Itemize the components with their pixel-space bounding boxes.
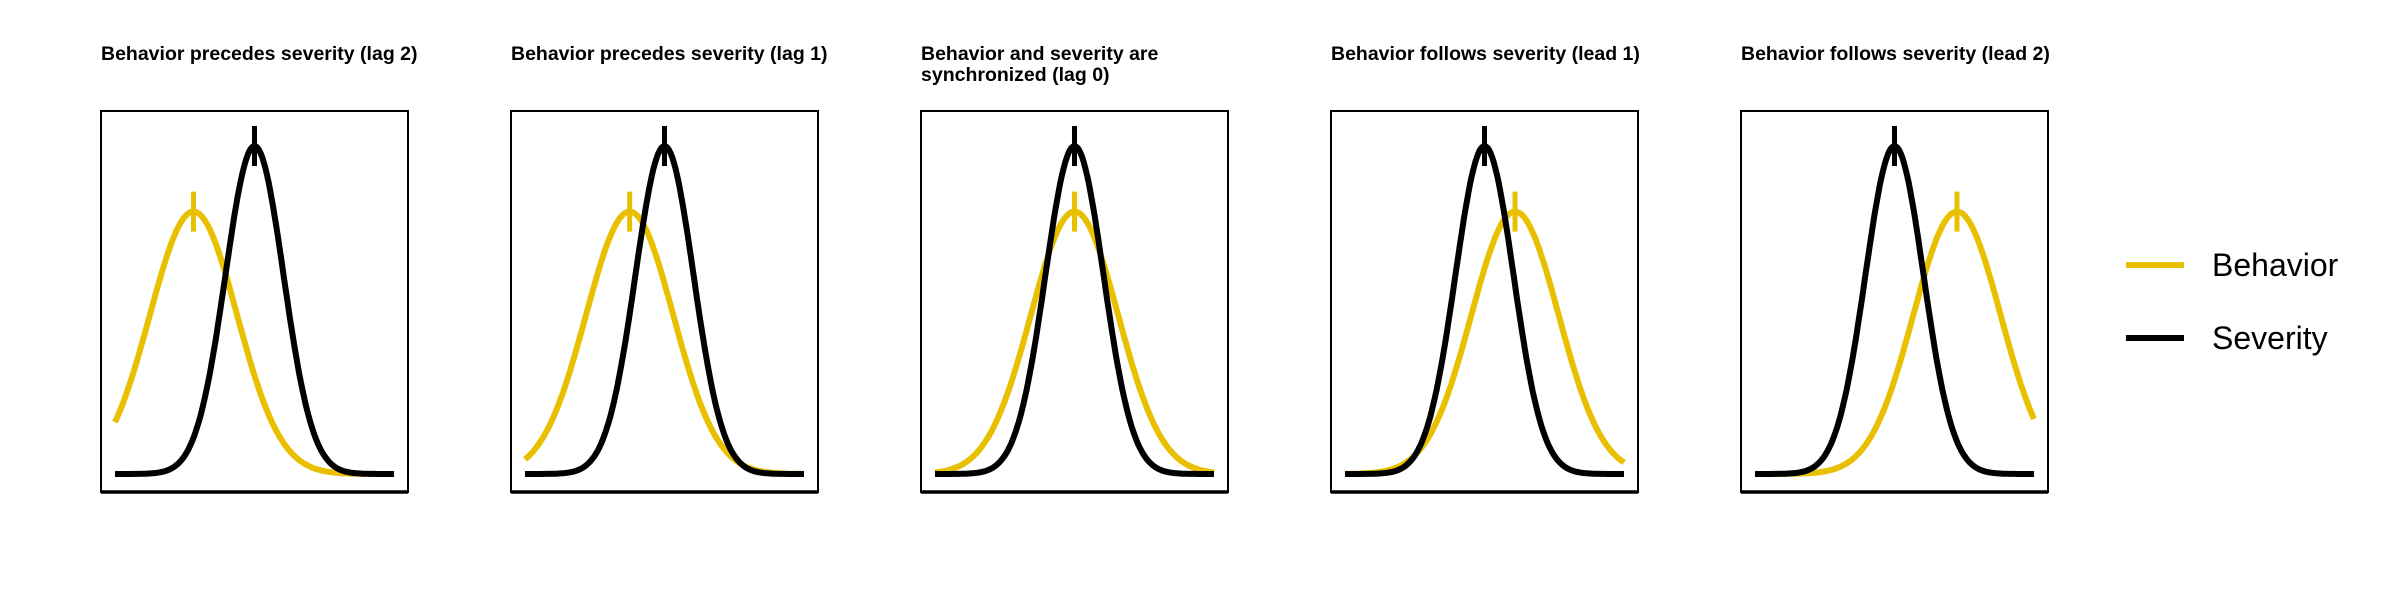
panel-frame (1740, 110, 2049, 493)
severity-curve (1343, 143, 1626, 477)
behavior-curve (1753, 208, 2037, 477)
panel: Behavior follows severity (lead 1) (1330, 43, 1640, 494)
panel: Behavior and severity are synchronized (l… (920, 43, 1229, 494)
legend-label: Severity (2212, 320, 2328, 356)
panel-title: Behavior precedes severity (lag 1) (511, 43, 828, 65)
panel-title-line: Behavior follows severity (lead 2) (1741, 43, 2050, 65)
panel-frame (100, 110, 409, 493)
panel-title-line: Behavior precedes severity (lag 2) (101, 43, 418, 65)
panel: Behavior precedes severity (lag 2) (100, 43, 418, 494)
behavior-curve (112, 208, 396, 477)
panel-title-line: Behavior precedes severity (lag 1) (511, 43, 828, 65)
panel-frame (510, 110, 819, 493)
legend-item: Behavior (2126, 247, 2339, 283)
panel-title-line: Behavior follows severity (lead 1) (1331, 43, 1640, 65)
panels-group: Behavior precedes severity (lag 2) Behavi… (100, 43, 2050, 494)
panel-title: Behavior follows severity (lead 1) (1331, 43, 1640, 65)
legend-label: Behavior (2212, 247, 2339, 283)
behavior-curve (1343, 208, 1626, 477)
panel-title: Behavior follows severity (lead 2) (1741, 43, 2050, 65)
panel-title: Behavior precedes severity (lag 2) (101, 43, 418, 65)
panel-title-line: Behavior and severity are (921, 43, 1159, 65)
panel: Behavior precedes severity (lag 1) (510, 43, 828, 494)
legend: Behavior Severity (2126, 247, 2339, 356)
severity-curve (523, 143, 806, 477)
severity-curve (113, 143, 396, 477)
legend-item: Severity (2126, 320, 2328, 356)
panel-frame (1330, 110, 1639, 493)
behavior-curve (933, 208, 1216, 476)
panel: Behavior follows severity (lead 2) (1740, 43, 2050, 494)
panel-title-line: synchronized (lag 0) (921, 64, 1110, 86)
behavior-curve (523, 208, 806, 477)
panel-title: Behavior and severity are synchronized (l… (921, 43, 1159, 86)
panel-frame (920, 110, 1229, 493)
severity-curve (1753, 143, 2036, 477)
